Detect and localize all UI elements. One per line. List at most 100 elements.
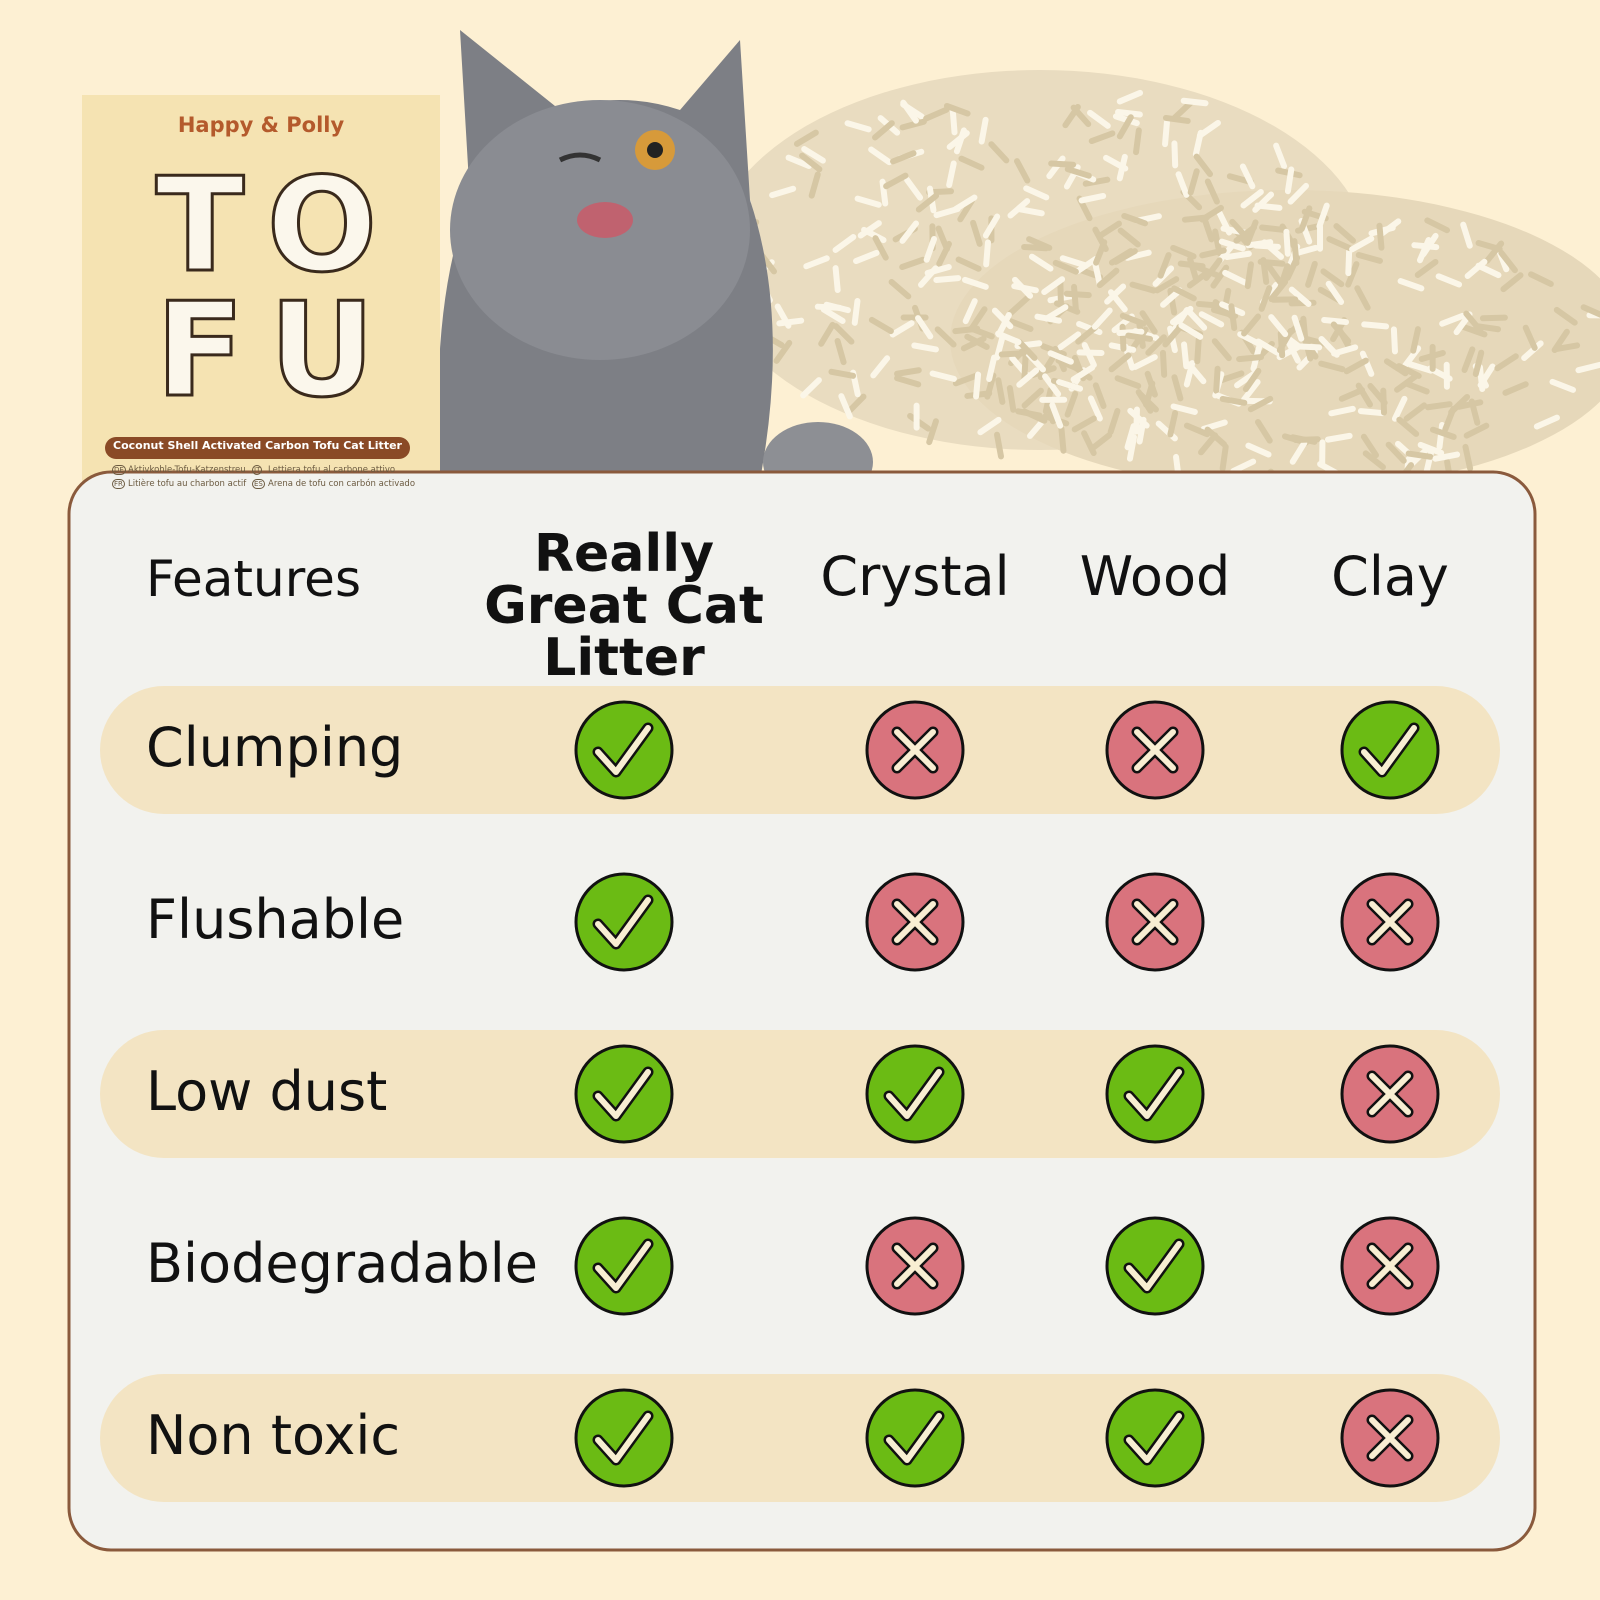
icon-circle [574, 1388, 674, 1488]
litter-pellet [994, 431, 1004, 460]
litter-pellet [1211, 338, 1232, 362]
litter-pellet [1277, 263, 1291, 291]
litter-pellet [1116, 153, 1128, 182]
litter-pellet [933, 275, 962, 284]
litter-pellet [1088, 432, 1113, 452]
litter-pellet [1414, 258, 1439, 278]
litter-pellet [1196, 119, 1221, 139]
litter-pellet [995, 311, 1012, 338]
litter-pellet [1285, 337, 1301, 364]
language-text: Lettiera tofu al carbone attivo [268, 465, 396, 475]
litter-pellet [1291, 314, 1305, 342]
language-code: IT [252, 465, 263, 475]
litter-pellet [982, 213, 1001, 239]
litter-pellet [1245, 442, 1272, 458]
cross-icon [1340, 872, 1440, 972]
litter-pellet [1154, 276, 1180, 294]
litter-pellet [853, 249, 880, 265]
litter-pellet [1198, 311, 1225, 328]
litter-pellet [1201, 215, 1215, 243]
litter-pellet [1472, 349, 1485, 378]
litter-pellet [1239, 163, 1256, 190]
litter-pellet [1416, 236, 1432, 264]
litter-pellet [1006, 317, 1034, 332]
litter-pellet [1222, 269, 1248, 286]
litter-pellet [800, 377, 822, 399]
litter-pellet [1063, 290, 1092, 299]
litter-pellet [899, 118, 927, 131]
litter-pellet [1125, 332, 1154, 342]
litter-pellet [1284, 254, 1301, 281]
litter-pellet [1442, 405, 1457, 433]
litter-pellet [883, 172, 909, 190]
litter-pellet [1070, 364, 1096, 383]
cross-icon [865, 872, 965, 972]
litter-pellet [1463, 310, 1484, 334]
litter-pellet [801, 146, 826, 164]
litter-pellet [1115, 108, 1143, 118]
litter-pellet [973, 371, 982, 400]
litter-pellet [1171, 99, 1194, 121]
litter-pellet [1052, 259, 1079, 275]
litter-pellet [1124, 423, 1137, 451]
litter-pellet [952, 372, 980, 387]
litter-pellet [1097, 220, 1122, 239]
litter-pellet [785, 154, 812, 170]
litter-pellet [1410, 326, 1421, 354]
litter-pellet [991, 307, 1014, 330]
header: Clay [1331, 545, 1449, 608]
litter-pellet [1075, 324, 1099, 345]
litter-pellet [1230, 458, 1257, 475]
litter-pellet [1528, 271, 1554, 287]
icon-circle [574, 1044, 674, 1144]
litter-pellet [799, 152, 823, 173]
litter-pellet [1007, 295, 1031, 316]
icon-stroke [894, 901, 936, 943]
litter-pellet [1396, 416, 1420, 437]
litter-pellet [1325, 280, 1345, 305]
litter-pellet [1424, 401, 1453, 411]
litter-pellet [946, 160, 957, 188]
litter-pellet [958, 155, 985, 171]
litter-pellet [995, 330, 1022, 346]
logo-letter: O [265, 149, 379, 301]
litter-pellet [977, 416, 1002, 436]
litter-pellet [769, 185, 797, 199]
litter-pellet [1178, 322, 1204, 340]
litter-pellet [1343, 357, 1369, 375]
logo-letter: U [268, 274, 377, 426]
icon-stroke [1369, 1245, 1411, 1287]
litter-pellet [904, 176, 924, 201]
check-icon [574, 872, 674, 972]
litter-pellet [1076, 321, 1103, 336]
litter-pellet [773, 339, 793, 364]
litter-pellet [1460, 221, 1473, 249]
litter-pellet [1058, 425, 1067, 454]
litter-pellet [943, 103, 971, 117]
litter-pellet [915, 315, 934, 340]
litter-pellet [952, 194, 978, 213]
litter-pellet [1078, 192, 1107, 204]
icon-circle [574, 700, 674, 800]
litter-pellet [1380, 387, 1388, 416]
litter-pellet [899, 220, 919, 244]
litter-pellet [1107, 407, 1121, 435]
litter-pellet [1403, 380, 1430, 395]
litter-pellet [1181, 341, 1190, 370]
cross-icon [865, 700, 965, 800]
litter-pellet [1553, 306, 1578, 326]
icon-stroke [894, 1245, 936, 1287]
icon-stroke [595, 1241, 651, 1291]
litter-pellet [1360, 433, 1379, 459]
cross-icon [865, 1216, 965, 1316]
litter-pellet [1119, 312, 1147, 327]
litter-pellet [1139, 310, 1158, 335]
check-icon [1105, 1044, 1205, 1144]
litter-pellet [1361, 321, 1390, 330]
litter-pellet [918, 265, 939, 288]
litter-pellet [900, 99, 919, 124]
litter-pellet [872, 235, 889, 261]
litter-pellet [1171, 374, 1184, 402]
litter-pellet [1187, 168, 1200, 196]
litter-pellet [1257, 258, 1286, 267]
